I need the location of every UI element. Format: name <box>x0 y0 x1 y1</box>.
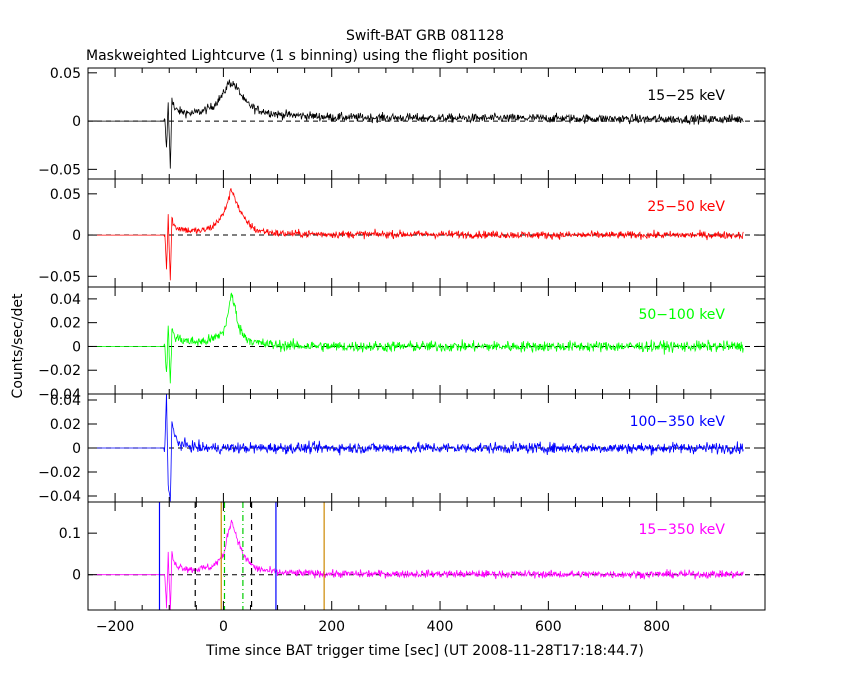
y-tick-label: 0.1 <box>59 526 81 542</box>
y-tick-label: 0.04 <box>50 292 81 308</box>
y-tick-label: 0.02 <box>50 316 81 332</box>
series-line-5 <box>93 519 744 610</box>
x-tick-label: 600 <box>535 619 562 635</box>
chart-title: Swift-BAT GRB 081128 <box>346 28 504 44</box>
x-tick-label: 0 <box>219 619 228 635</box>
y-tick-label: −0.02 <box>38 465 81 481</box>
y-tick-label: 0.05 <box>50 187 81 203</box>
panel-3: 0.04 0.02 0 −0.02 −0.04 50−100 keV <box>38 286 766 403</box>
panel-plot-area <box>88 292 765 384</box>
series-line-2 <box>93 188 744 281</box>
y-tick-label: −0.05 <box>38 269 81 285</box>
y-tick-label: 0 <box>72 568 81 584</box>
panel-plot-area <box>88 79 765 169</box>
series-line-4 <box>93 394 744 502</box>
y-tick-label: 0.04 <box>50 393 81 409</box>
y-tick-label: 0 <box>72 441 81 457</box>
panel-1: 0.05 0 −0.05 15−25 keV <box>38 66 766 180</box>
y-tick-label: −0.05 <box>38 162 81 178</box>
panel-plot-area <box>88 394 765 502</box>
panel-5: 0.1 0 15−350 keV <box>59 501 766 611</box>
band-label: 15−350 keV <box>638 522 725 538</box>
panel-plot-area <box>88 188 765 281</box>
band-label: 15−25 keV <box>647 88 725 104</box>
y-tick-label: −0.04 <box>38 387 81 403</box>
x-tick-label: 200 <box>318 619 345 635</box>
panel-plot-area <box>88 502 765 610</box>
y-tick-label: −0.02 <box>38 363 81 379</box>
panel-frame <box>87 67 766 180</box>
y-tick-label: 0 <box>72 228 81 244</box>
band-label: 25−50 keV <box>647 199 725 215</box>
panel-2: 0.05 0 −0.05 25−50 keV <box>38 178 766 288</box>
panel-frame <box>87 501 766 611</box>
y-tick-label: −0.04 <box>38 489 81 505</box>
chart-subtitle: Maskweighted Lightcurve (1 s binning) us… <box>86 48 528 64</box>
panel-4: 0.04 0.02 0 −0.02 −0.04 100−350 keV <box>38 393 766 505</box>
y-tick-label: 0.05 <box>50 66 81 82</box>
y-tick-label: 0.02 <box>50 417 81 433</box>
x-tick-label: −200 <box>96 619 134 635</box>
y-tick-label: 0 <box>72 114 81 130</box>
series-line-3 <box>93 292 744 384</box>
band-label: 50−100 keV <box>638 307 725 323</box>
series-line-1 <box>93 79 744 169</box>
x-tick-label: 800 <box>643 619 670 635</box>
y-tick-label: 0 <box>72 339 81 355</box>
band-label: 100−350 keV <box>630 414 726 430</box>
y-axis-label: Counts/sec/det <box>10 293 26 398</box>
x-axis-label: Time since BAT trigger time [sec] (UT 20… <box>205 643 644 659</box>
x-tick-label: 400 <box>427 619 454 635</box>
